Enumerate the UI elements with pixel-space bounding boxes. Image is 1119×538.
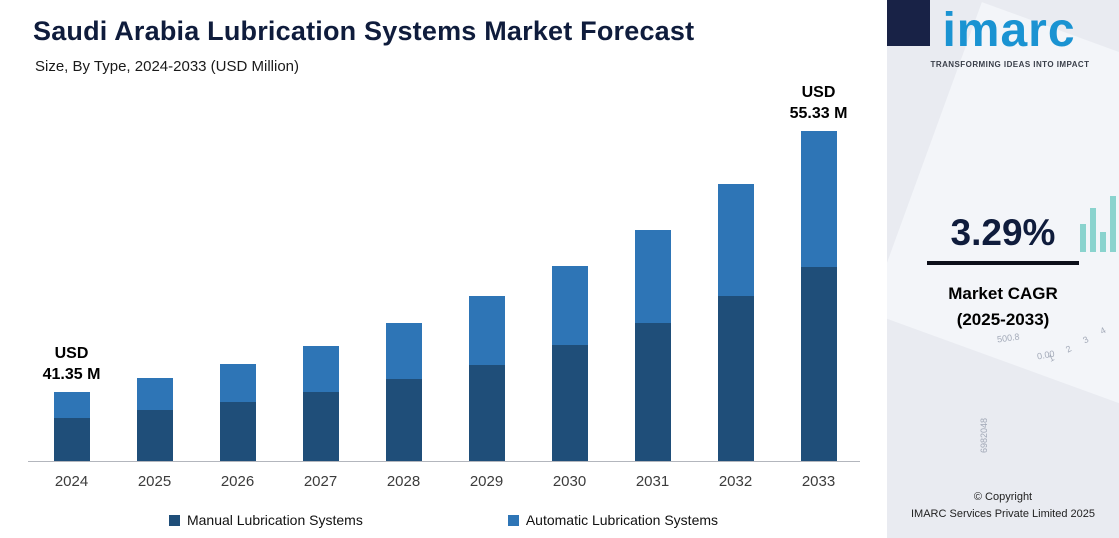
copyright-line1: © Copyright [973,491,1033,503]
automatic-segment-2028 [385,323,422,379]
manual-segment-2031 [634,323,671,462]
x-axis-label-2031: 2031 [635,473,670,490]
manual-series-swatch-icon [168,514,180,526]
chart-region: Saudi Arabia Lubrication Systems Market … [0,16,887,528]
x-axis-label-2025: 2025 [137,473,172,490]
automatic-segment-2031 [634,230,671,323]
bar-slot-2029 [445,296,528,462]
x-axis-label-2028: 2028 [386,473,421,490]
legend-label-automatic: Automatic Lubrication Systems [525,512,719,528]
cagr-value: 3.29% [950,212,1056,253]
bar-slot-2027 [279,346,362,462]
stacked-bar-2031 [634,230,671,462]
cagr-underline [927,261,1079,265]
bar-slot-2031 [611,230,694,462]
imarc-tagline: TRANSFORMING IDEAS INTO IMPACT [930,60,1090,70]
stacked-bar-2033 [800,131,837,462]
automatic-segment-2027 [302,346,339,392]
automatic-series-swatch-icon [507,514,519,526]
automatic-segment-2024 [53,392,90,418]
bars-row: USD 41.35 M USD 55.33 M [30,84,860,462]
x-axis-label-2027: 2027 [303,473,338,490]
manual-segment-2027 [302,392,339,462]
bar-slot-2030 [528,266,611,462]
imarc-logo: imarc TRANSFORMING IDEAS INTO IMPACT [887,4,1119,70]
decorative-mini-bars [1080,196,1119,252]
cagr-block: 3.29% Market CAGR (2025-2033) [887,212,1119,334]
automatic-segment-2025 [136,378,173,410]
value-label-2024: USD 41.35 M [42,345,101,384]
stacked-bar-2032 [717,184,754,462]
cagr-label: Market CAGR (2025-2033) [887,281,1119,334]
imarc-logo-text: imarc [942,4,1076,57]
copyright: © Copyright IMARC Services Private Limit… [887,489,1119,522]
x-axis-label-2026: 2026 [220,473,255,490]
stacked-bar-2030 [551,266,588,462]
value-label-2033: USD 55.33 M [789,84,848,123]
manual-segment-2033 [800,267,837,462]
page-title: Saudi Arabia Lubrication Systems Market … [33,16,695,46]
cagr-label-line1: Market CAGR [948,284,1058,303]
manual-segment-2026 [219,402,256,462]
x-axis-label-2033: 2033 [801,473,836,490]
stacked-bar-2024 [53,392,90,462]
automatic-segment-2030 [551,266,588,345]
automatic-segment-2032 [717,184,754,296]
automatic-segment-2026 [219,364,256,402]
decorative-number: 6982048 [979,418,989,454]
bar-slot-2028 [362,323,445,462]
bar-slot-2025 [113,378,196,462]
stacked-bar-2027 [302,346,339,462]
page-subtitle: Size, By Type, 2024-2033 (USD Million) [35,58,300,75]
stacked-bar-2029 [468,296,505,462]
chart-legend: Manual Lubrication Systems Automatic Lub… [0,512,887,528]
x-labels-row: 2024 2025 2026 2027 2028 2029 2030 2031 2032 2033 [30,473,860,490]
manual-segment-2029 [468,365,505,462]
x-axis-line [28,461,860,462]
automatic-segment-2029 [468,296,505,365]
manual-segment-2030 [551,345,588,462]
stacked-bar-chart: USD 41.35 M USD 55.33 M [28,84,860,462]
cagr-label-line2: (2025-2033) [956,310,1050,330]
legend-label-manual: Manual Lubrication Systems [186,512,363,528]
x-axis-label-2030: 2030 [552,473,587,490]
manual-segment-2032 [717,296,754,462]
automatic-segment-2033 [800,131,837,267]
stacked-bar-2026 [219,364,256,462]
legend-item-automatic: Automatic Lubrication Systems [507,512,719,528]
stacked-bar-2025 [136,378,173,462]
bar-slot-2032 [694,184,777,462]
bar-slot-2024: USD 41.35 M [30,344,113,462]
bar-slot-2033: USD 55.33 M [777,83,860,462]
stacked-bar-2028 [385,323,422,462]
x-axis-label-2032: 2032 [718,473,753,490]
legend-item-manual: Manual Lubrication Systems [168,512,363,528]
x-axis-label-2024: 2024 [54,473,89,490]
bar-slot-2026 [196,364,279,462]
manual-segment-2028 [385,379,422,462]
corner-accent-block [887,0,930,46]
manual-segment-2025 [136,410,173,462]
brand-sidebar: 500.8 0.00 1 2 3 4 6982048 imarc TRANSFO… [887,0,1119,538]
x-axis-label-2029: 2029 [469,473,504,490]
manual-segment-2024 [53,418,90,462]
copyright-line2: IMARC Services Private Limited 2025 [910,507,1095,520]
